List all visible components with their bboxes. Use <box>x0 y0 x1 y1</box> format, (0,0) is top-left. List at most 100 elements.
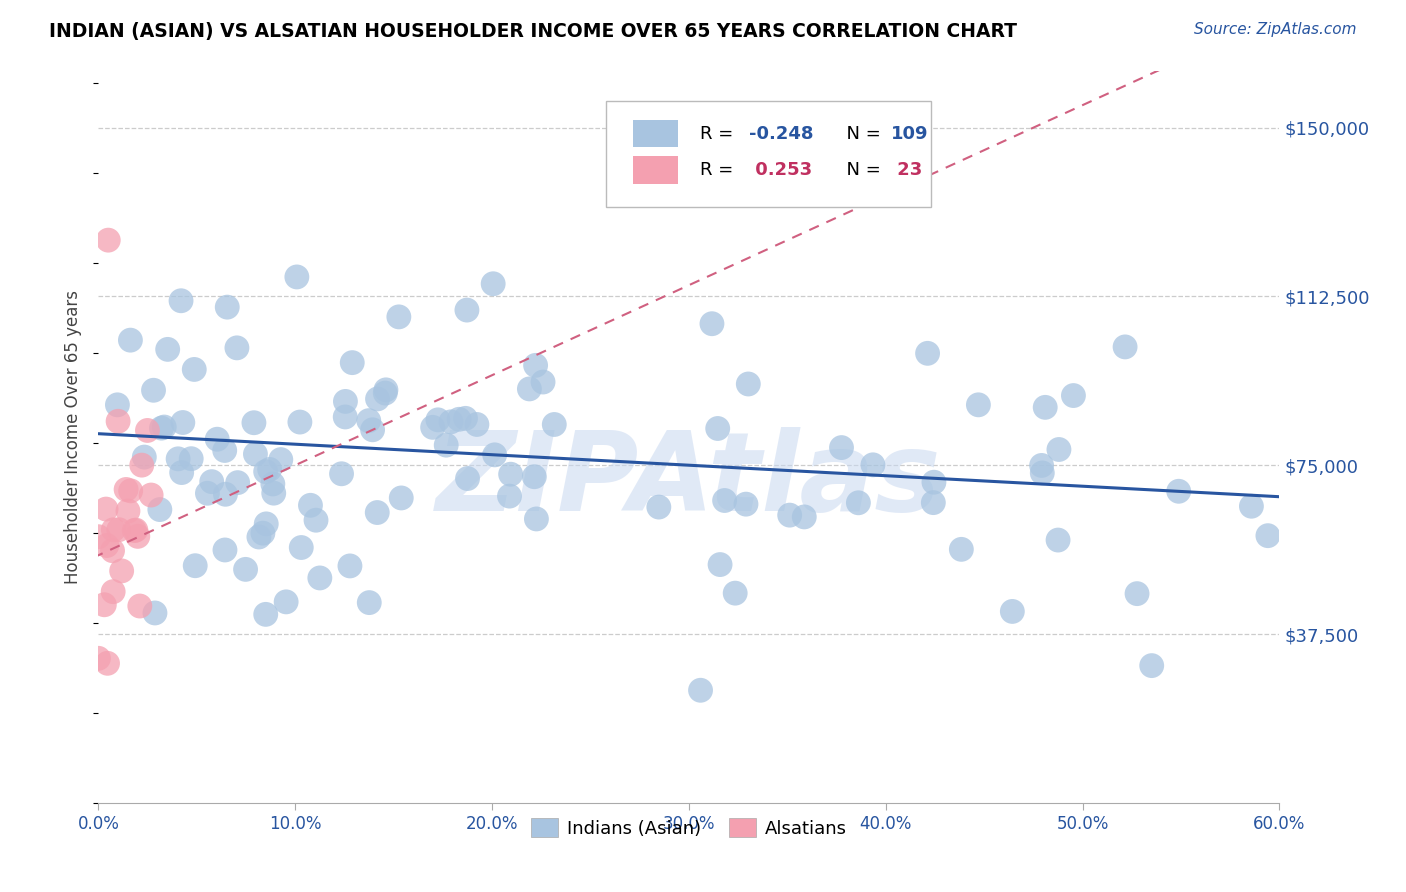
Text: 109: 109 <box>891 125 928 143</box>
Point <box>1240 500 1263 514</box>
Point <box>288 415 311 429</box>
Point <box>217 300 239 314</box>
Point <box>308 571 330 585</box>
Point <box>374 386 396 401</box>
Point <box>339 558 361 573</box>
Point <box>254 465 277 479</box>
Text: Source: ZipAtlas.com: Source: ZipAtlas.com <box>1194 22 1357 37</box>
Point <box>440 415 463 429</box>
Point <box>531 375 554 389</box>
Point <box>128 599 150 613</box>
Point <box>482 277 505 291</box>
Point <box>254 607 277 622</box>
Point <box>131 458 153 472</box>
Point <box>1047 533 1070 547</box>
Point <box>153 420 176 434</box>
Point <box>180 451 202 466</box>
Point <box>170 293 193 308</box>
Point <box>713 493 735 508</box>
Point <box>1126 587 1149 601</box>
Point <box>359 596 381 610</box>
Point <box>276 595 298 609</box>
Point <box>735 497 758 511</box>
Point <box>170 466 193 480</box>
Point <box>120 483 142 498</box>
Point <box>1001 604 1024 618</box>
Point <box>457 471 479 485</box>
Point <box>94 502 117 516</box>
Point <box>205 432 228 446</box>
Point <box>1167 484 1189 499</box>
Point <box>247 530 270 544</box>
Point <box>127 529 149 543</box>
Point <box>87 530 110 544</box>
Point <box>366 506 388 520</box>
Point <box>543 417 565 432</box>
Point <box>262 477 284 491</box>
Point <box>111 564 134 578</box>
Text: R =: R = <box>700 161 738 179</box>
Point <box>449 412 471 426</box>
Point <box>120 333 142 347</box>
Text: INDIAN (ASIAN) VS ALSATIAN HOUSEHOLDER INCOME OVER 65 YEARS CORRELATION CHART: INDIAN (ASIAN) VS ALSATIAN HOUSEHOLDER I… <box>49 22 1017 41</box>
Point <box>922 495 945 509</box>
Point <box>125 523 148 537</box>
Point <box>117 504 139 518</box>
Point <box>526 512 548 526</box>
Point <box>290 541 312 555</box>
Point <box>254 516 277 531</box>
Legend: Indians (Asian), Alsatians: Indians (Asian), Alsatians <box>524 811 853 845</box>
Point <box>108 523 131 537</box>
Point <box>103 523 125 537</box>
Point <box>124 524 146 538</box>
Point <box>183 362 205 376</box>
Point <box>1033 401 1056 415</box>
Point <box>465 417 488 432</box>
Point <box>149 502 172 516</box>
Point <box>96 657 118 671</box>
FancyBboxPatch shape <box>634 120 678 147</box>
Point <box>1062 388 1084 402</box>
Point <box>793 509 815 524</box>
Point <box>456 303 478 318</box>
Point <box>136 424 159 438</box>
Point <box>97 233 120 247</box>
Point <box>1114 340 1136 354</box>
Point <box>1047 442 1070 457</box>
Point <box>139 488 162 502</box>
Point <box>1140 658 1163 673</box>
Point <box>484 448 506 462</box>
Point <box>201 475 224 489</box>
FancyBboxPatch shape <box>634 156 678 184</box>
Point <box>107 414 129 428</box>
Point <box>226 475 249 490</box>
Point <box>134 450 156 464</box>
Point <box>422 420 444 434</box>
Point <box>367 392 389 406</box>
Point <box>143 606 166 620</box>
Point <box>172 416 194 430</box>
Point <box>357 414 380 428</box>
Point <box>922 475 945 490</box>
Text: ZIPAtlas: ZIPAtlas <box>436 427 942 534</box>
Point <box>214 487 236 501</box>
Point <box>498 489 520 503</box>
Point <box>184 558 207 573</box>
Point <box>101 584 124 599</box>
Text: -0.248: -0.248 <box>749 125 814 143</box>
Point <box>115 483 138 497</box>
Point <box>724 586 747 600</box>
Text: N =: N = <box>835 161 887 179</box>
Point <box>270 452 292 467</box>
Point <box>167 451 190 466</box>
Point <box>243 416 266 430</box>
Point <box>245 447 267 461</box>
Point <box>107 398 129 412</box>
Text: 23: 23 <box>891 161 922 179</box>
Point <box>252 526 274 541</box>
Point <box>93 598 115 612</box>
Point <box>426 413 449 427</box>
Point <box>523 469 546 483</box>
Point <box>87 651 110 665</box>
Point <box>263 486 285 500</box>
